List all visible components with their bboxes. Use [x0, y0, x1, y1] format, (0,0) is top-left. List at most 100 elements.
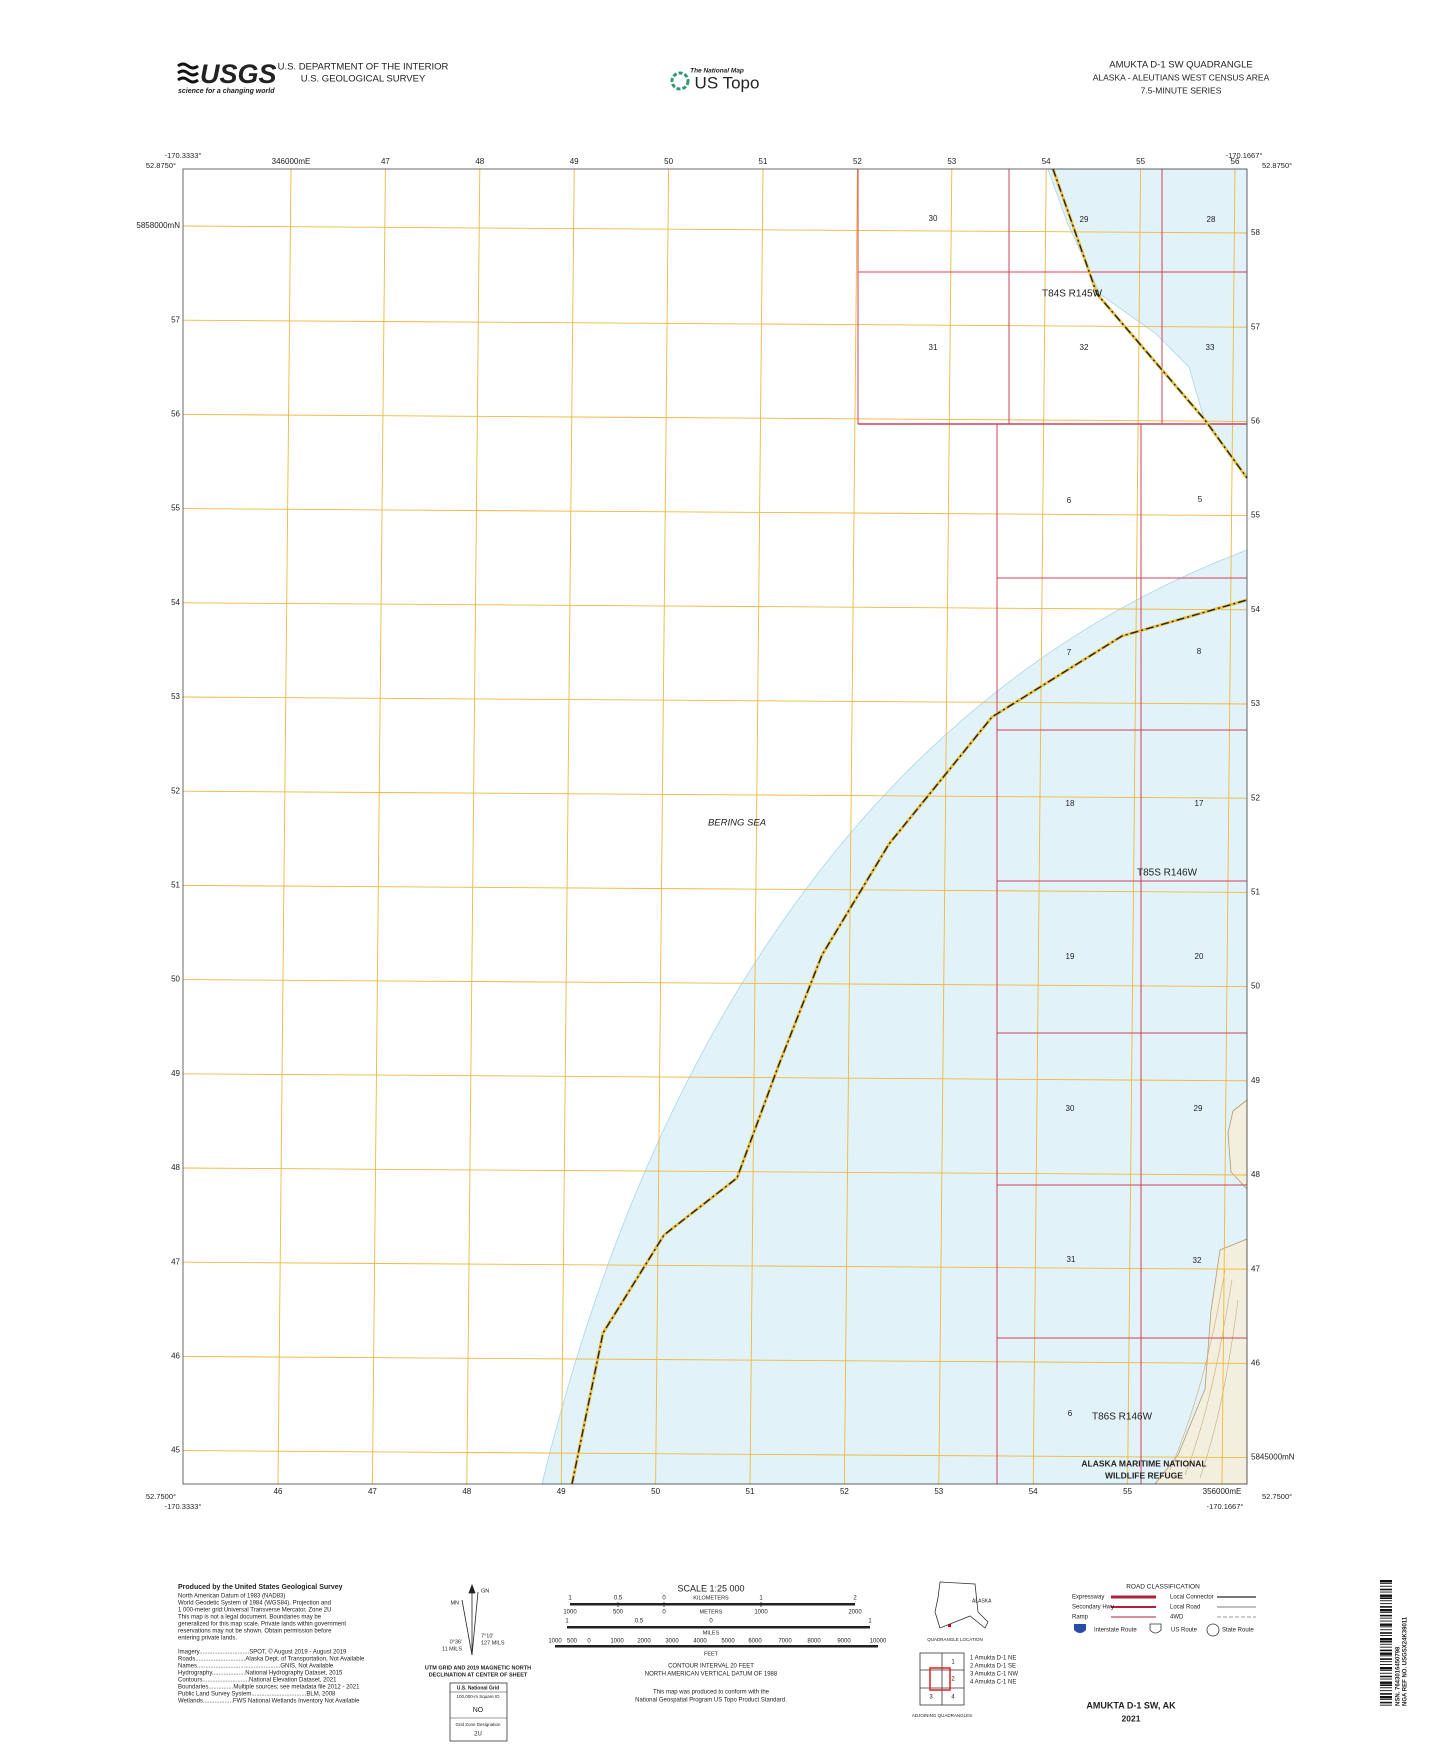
barcode-bar: [1380, 1664, 1392, 1665]
barcode-bar: [1380, 1614, 1392, 1617]
scale-label: 10000: [870, 1639, 887, 1645]
barcode-bar: [1380, 1696, 1392, 1699]
km-bar: [570, 1603, 855, 1606]
adjoining-name: 4 Amukta C-1 NE: [970, 1680, 1016, 1686]
road-label: Local Road: [1170, 1605, 1200, 1611]
series: 7.5-MINUTE SERIES: [1141, 85, 1222, 95]
northing-label: 52: [1251, 793, 1260, 802]
corner-coordinate: 52.7500°: [1262, 1492, 1292, 1501]
scale-label: 5000: [721, 1639, 735, 1645]
road-label: Secondary Hwy: [1072, 1605, 1114, 1611]
logo-waves: [177, 62, 199, 84]
barcode-bar: [1380, 1591, 1392, 1593]
grid-line: [466, 168, 481, 1485]
boundary-dash: [1052, 168, 1248, 479]
barcode-bar: [1380, 1655, 1392, 1657]
northing-label: 48: [171, 1163, 180, 1172]
northing-label: 46: [1251, 1359, 1260, 1368]
easting-label: 52: [853, 157, 862, 166]
alaska-inset: [934, 1581, 989, 1629]
easting-label: 47: [368, 1487, 377, 1496]
adjoining-grid: [919, 1652, 965, 1706]
shield-label: State Route: [1222, 1628, 1254, 1634]
northing-label: 47: [171, 1257, 180, 1266]
state-shield: [1206, 1623, 1220, 1637]
standard-note: This map was produced to conform with th…: [653, 1690, 770, 1696]
easting-label: 48: [462, 1487, 471, 1496]
scale-label: 0: [587, 1639, 591, 1645]
usng-box: [449, 1682, 508, 1742]
corner-coordinate: -170.1667°: [1207, 1502, 1244, 1511]
corner-coordinate: 52.7500°: [146, 1492, 176, 1501]
mi-bar: [567, 1626, 870, 1629]
contour-note: NORTH AMERICAN VERTICAL DATUM OF 1988: [645, 1672, 778, 1678]
barcode-bar: [1380, 1617, 1392, 1619]
refuge-label: ALASKA MARITIME NATIONAL: [1081, 1458, 1206, 1468]
adjoining-caption: ADJOINING QUADRANGLES: [912, 1713, 972, 1718]
section-number: 29: [1080, 215, 1089, 224]
easting-label: 356000mE: [1203, 1487, 1242, 1496]
easting-label: 53: [934, 1487, 943, 1496]
section-number: 33: [1206, 343, 1215, 352]
northing-label: 49: [1251, 1076, 1260, 1085]
refuge-label: WILDLIFE REFUGE: [1105, 1470, 1183, 1480]
northing-label: 48: [1251, 1170, 1260, 1179]
quad-title: AMUKTA D-1 SW QUADRANGLE: [1109, 60, 1252, 71]
neatline: [182, 168, 1248, 1485]
barcode-bar: [1380, 1582, 1392, 1584]
interstate-shield: [1074, 1624, 1086, 1633]
scale-label: 8000: [807, 1639, 821, 1645]
grid-north: [471, 1591, 479, 1656]
barcode: [1380, 1580, 1392, 1706]
barcode-bar: [1380, 1611, 1392, 1613]
credits-line: 1 000-meter grid:Universal Transverse Me…: [178, 1608, 331, 1614]
northing-label: 54: [171, 598, 180, 607]
scale-label: 1000: [548, 1639, 562, 1645]
northing-label: 58: [1251, 228, 1260, 237]
northing-label: 57: [171, 315, 180, 324]
barcode-bar: [1380, 1693, 1392, 1695]
easting-label: 53: [947, 157, 956, 166]
section-number: 5: [1198, 495, 1203, 504]
grid-line: [655, 168, 670, 1485]
adjoining-number: 4: [951, 1695, 955, 1701]
barcode-bar: [1380, 1603, 1392, 1605]
northing-label: 55: [1251, 511, 1260, 520]
section-number: 6: [1067, 496, 1072, 505]
northing-label: 56: [171, 410, 180, 419]
barcode-bar: [1380, 1588, 1392, 1591]
section-number: 6: [1068, 1409, 1073, 1418]
survey: U.S. GEOLOGICAL SURVEY: [301, 74, 426, 85]
standard-note: National Geospatial Program US Topo Prod…: [635, 1698, 787, 1704]
section-number: 30: [1066, 1104, 1075, 1113]
scale-unit: METERS: [700, 1609, 723, 1615]
grid-line: [1127, 168, 1142, 1485]
northing-label: 46: [171, 1352, 180, 1361]
scale-label: 0: [662, 1596, 666, 1602]
declination-label: 7°10': [481, 1633, 493, 1639]
easting-label: 49: [570, 157, 579, 166]
grid-line: [182, 696, 1248, 705]
grid-line: [182, 319, 1248, 328]
scale-label: 2: [853, 1596, 857, 1602]
barcode-bar: [1380, 1646, 1392, 1648]
barcode-bar: [1380, 1661, 1392, 1663]
scale-label: 0: [662, 1610, 666, 1616]
corner-coordinate: -170.3333°: [165, 1502, 202, 1511]
credits-line: generalized for this map scale. Private …: [178, 1622, 346, 1628]
declination-label: GN: [481, 1588, 489, 1594]
credits-line: World Geodetic System of 1984 (WGS84). P…: [178, 1601, 331, 1607]
scale-title: SCALE 1:25 000: [677, 1583, 744, 1593]
declination-diagram: [461, 1583, 479, 1656]
barcode-text: NSN. 7643016450798: [1396, 1646, 1402, 1706]
easting-label: 51: [746, 1487, 755, 1496]
barcode-bar: [1380, 1632, 1392, 1634]
credits-line: This map is not a legal document. Bounda…: [178, 1615, 322, 1621]
barcode-bar: [1380, 1594, 1392, 1597]
road-label: Ramp: [1072, 1615, 1089, 1621]
credits-line: North American Datum of 1983 (NAD83): [178, 1594, 285, 1600]
barcode-bar: [1380, 1585, 1392, 1587]
barcode-bar: [1380, 1626, 1392, 1628]
scale-label: 1000: [754, 1610, 768, 1616]
declination-label: 11 MILS: [442, 1646, 462, 1652]
